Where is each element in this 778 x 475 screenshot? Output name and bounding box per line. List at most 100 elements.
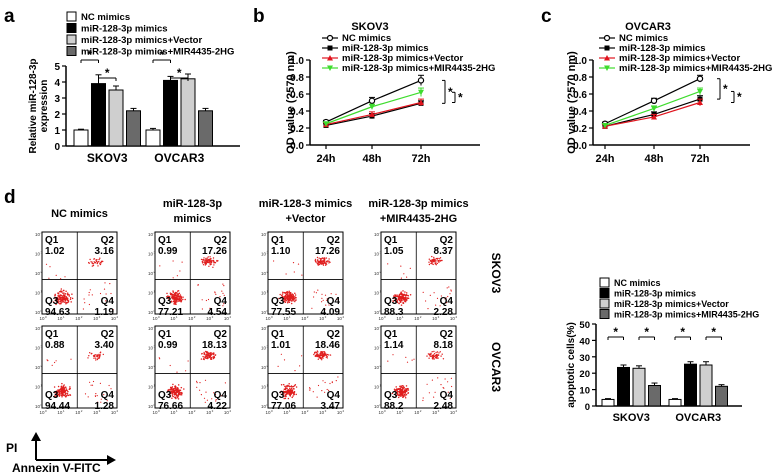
flow-dot [179, 294, 182, 296]
quadrant-label-q2: Q2 [327, 329, 341, 340]
flow-dot [428, 353, 431, 356]
flow-dot [320, 354, 323, 357]
axis-tick-exponent: 4 [455, 409, 457, 413]
bar-2 [163, 79, 178, 147]
row-label: SKOV3 [489, 253, 503, 294]
flow-dot [394, 390, 396, 392]
flow-dot [433, 353, 436, 355]
axis-tick-exponent: 2 [81, 315, 83, 319]
pi-axis-label: PI [6, 441, 17, 455]
y-tick-label: 0.2 [290, 124, 304, 135]
y-tick-label: 2 [54, 110, 60, 121]
axis-tick-label: 10 [111, 410, 117, 415]
flow-dot [324, 391, 326, 393]
flow-dot [318, 261, 320, 264]
axis-tick-exponent: 0 [384, 409, 386, 413]
flow-dot [203, 357, 205, 359]
flow-dot [400, 385, 403, 387]
flow-dot [441, 259, 443, 262]
flow-dot [400, 299, 402, 302]
bar-1 [601, 398, 615, 407]
flow-dot [65, 303, 67, 305]
flow-dot [100, 260, 103, 263]
flow-dot [293, 271, 295, 273]
flow-dot [169, 292, 172, 294]
flow-dot [222, 305, 224, 307]
axis-tick-label: 10 [224, 316, 230, 321]
flow-dot [441, 353, 443, 355]
flow-dot [328, 262, 330, 264]
flow-dot [223, 294, 225, 296]
flow-dot [447, 295, 449, 298]
flow-dot [292, 299, 294, 301]
flow-plot-frame [154, 231, 231, 315]
flow-dot [440, 384, 442, 386]
flow-dot [331, 381, 333, 384]
significance-star: * [680, 325, 685, 339]
flow-dot [399, 296, 401, 298]
flow-dot [96, 358, 99, 361]
quadrant-value-q1: 1.10 [271, 246, 291, 257]
flow-dot [93, 357, 95, 359]
flow-dot [159, 265, 161, 267]
flow-dot [97, 401, 99, 403]
y-axis-label: expression [39, 80, 50, 133]
flow-dot [311, 307, 313, 309]
flow-dot [330, 293, 332, 295]
flow-dot [65, 388, 68, 390]
flow-dot [436, 351, 439, 353]
flow-dot [201, 262, 204, 264]
flow-dot [196, 380, 198, 382]
flow-dot [100, 262, 102, 264]
flow-dot [167, 297, 170, 300]
legend-swatch [66, 34, 77, 45]
flow-dot [177, 395, 179, 397]
flow-dot [170, 297, 173, 299]
axis-tick-label: 10 [261, 271, 267, 276]
flow-dot [280, 353, 282, 355]
flow-dot [64, 394, 67, 396]
flow-dot [325, 356, 327, 358]
axis-tick-label: 10 [396, 410, 402, 415]
flow-dot [447, 381, 449, 383]
y-tick-label: 40 [579, 336, 590, 347]
flow-dot [396, 299, 398, 302]
axis-tick-exponent: 3 [325, 315, 327, 319]
flow-dot [402, 393, 404, 396]
flow-dot [183, 388, 185, 390]
legend-swatch [599, 309, 610, 319]
flow-dot [301, 274, 303, 276]
flow-dot [319, 261, 321, 263]
flow-dot [406, 361, 409, 363]
flow-dot [404, 291, 406, 293]
y-axis-label: apoptotic cells(%) [566, 322, 577, 408]
flow-dot [404, 397, 407, 399]
axis-tick-exponent: 1 [41, 383, 43, 387]
flow-dot [313, 291, 315, 293]
flow-dot [99, 263, 102, 266]
flow-dot [92, 264, 95, 267]
flow-dot [174, 385, 177, 387]
flow-plot-frame [380, 325, 457, 409]
flow-dot [434, 262, 436, 265]
axis-tick-label: 10 [283, 316, 289, 321]
flow-dot [176, 291, 178, 294]
flow-dot [212, 260, 215, 262]
y-tick-label: 0 [54, 142, 60, 153]
flow-dot [100, 401, 102, 403]
flow-dot [199, 382, 201, 384]
flow-dot [60, 390, 63, 393]
flow-dot [433, 256, 435, 259]
data-point [697, 88, 703, 95]
flow-dot [290, 300, 293, 302]
flow-dot [99, 292, 102, 295]
flow-dot [322, 264, 325, 266]
flow-dot [313, 296, 315, 298]
flow-dot [321, 293, 323, 295]
significance-star: * [159, 48, 164, 62]
flow-dot [289, 387, 291, 390]
flow-dot [439, 305, 441, 307]
quadrant-label-q1: Q1 [384, 329, 398, 340]
flow-dot [428, 357, 430, 359]
flow-plot-frame [267, 231, 344, 315]
